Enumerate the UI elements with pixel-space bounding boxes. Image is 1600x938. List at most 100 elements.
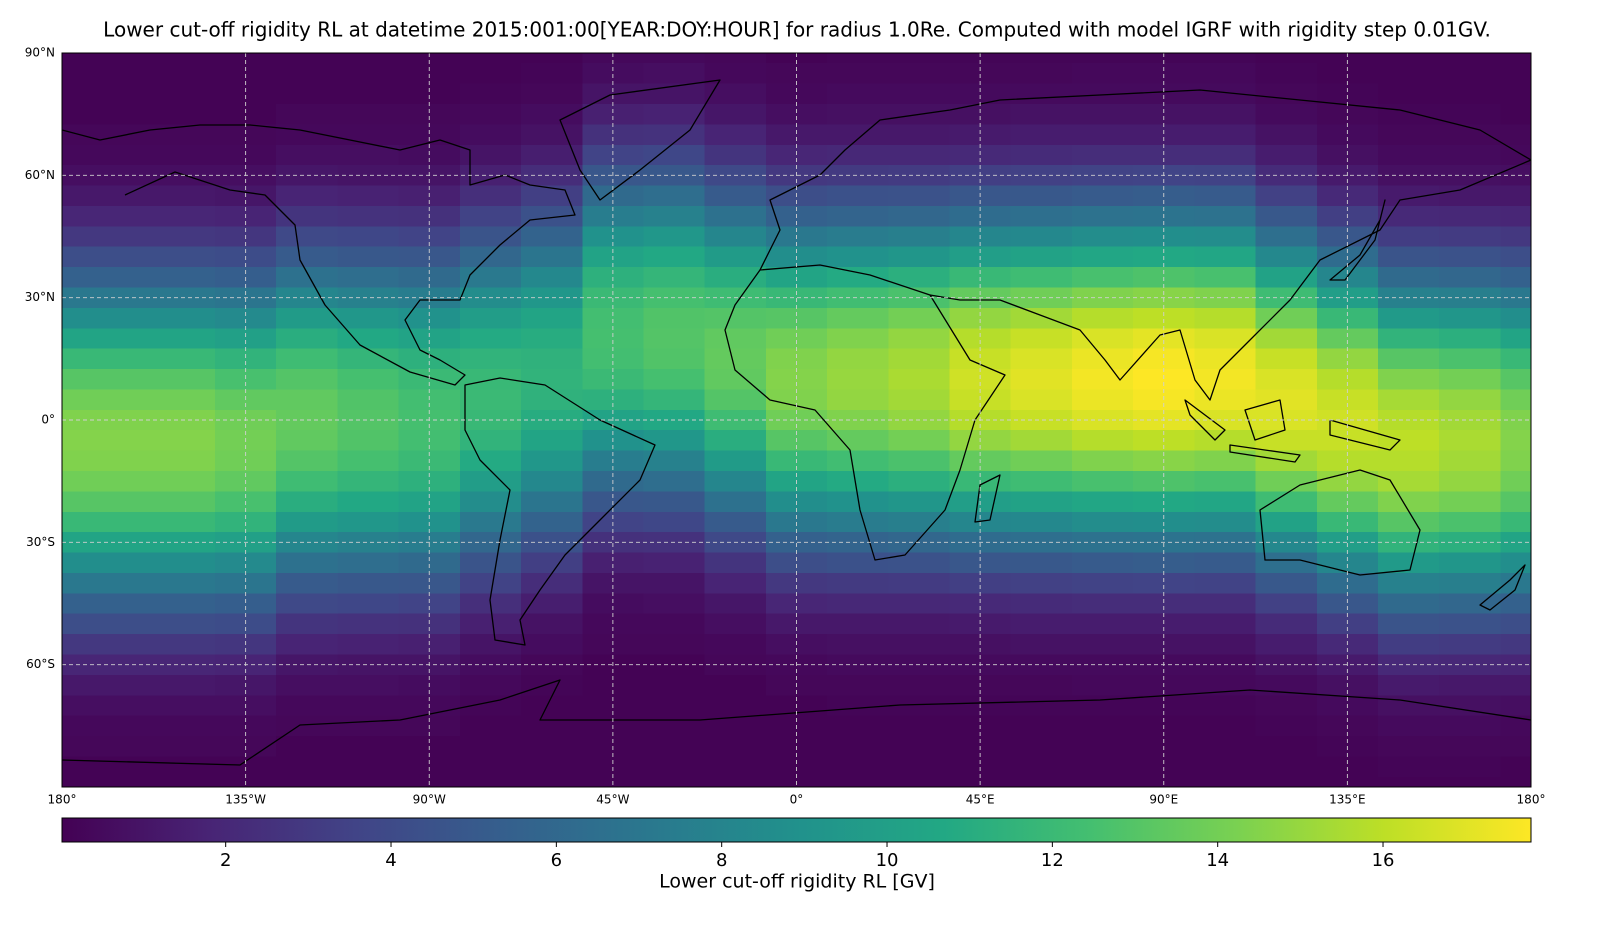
- heat-cell: [459, 756, 522, 778]
- heat-cell: [398, 144, 461, 166]
- heat-cell: [62, 369, 94, 391]
- heat-cell: [62, 144, 94, 166]
- heat-cell: [704, 246, 767, 268]
- heat-cell: [62, 267, 94, 289]
- chart-title: Lower cut-off rigidity RL at datetime 20…: [103, 18, 1491, 42]
- heat-cell: [765, 572, 828, 594]
- heat-cell: [521, 552, 583, 574]
- heat-cell: [1316, 144, 1379, 166]
- heat-cell: [1255, 654, 1318, 676]
- heat-cell: [337, 776, 400, 787]
- heat-cell: [62, 756, 94, 778]
- heat-cell: [582, 369, 645, 391]
- heat-cell: [888, 53, 951, 64]
- heat-cell: [582, 756, 645, 778]
- heat-cell: [153, 756, 216, 778]
- heat-cell: [398, 572, 461, 594]
- heat-cell: [459, 674, 522, 696]
- heat-cell: [704, 348, 767, 370]
- heat-cell: [643, 63, 706, 85]
- heat-cell: [153, 450, 216, 472]
- heat-cell: [276, 53, 339, 64]
- heat-cell: [62, 124, 94, 146]
- heat-cell: [521, 674, 583, 696]
- heat-cell: [827, 205, 889, 227]
- heat-cell: [888, 63, 951, 85]
- heat-cell: [398, 83, 461, 105]
- heat-cell: [1500, 103, 1531, 125]
- heat-cell: [1377, 307, 1440, 329]
- heat-cell: [1194, 450, 1257, 472]
- heat-cell: [704, 53, 767, 64]
- heat-cell: [459, 348, 522, 370]
- heat-cell: [92, 83, 155, 105]
- heat-cell: [459, 205, 522, 227]
- heat-cell: [153, 63, 216, 85]
- heat-cell: [521, 144, 583, 166]
- heat-cell: [643, 205, 706, 227]
- heat-cell: [153, 613, 216, 635]
- heat-cell: [276, 674, 339, 696]
- heat-cell: [888, 491, 951, 513]
- heat-cell: [704, 63, 767, 85]
- heat-cell: [1439, 572, 1501, 594]
- heat-cell: [582, 103, 645, 125]
- heat-cell: [215, 328, 277, 350]
- heat-cell: [153, 267, 216, 289]
- heat-cell: [765, 613, 828, 635]
- heat-cell: [1377, 348, 1440, 370]
- heat-cell: [1133, 53, 1195, 64]
- heat-cell: [827, 267, 889, 289]
- heat-cell: [398, 756, 461, 778]
- heat-cell: [1377, 124, 1440, 146]
- heat-cell: [1316, 124, 1379, 146]
- heat-cell: [1316, 103, 1379, 125]
- y-tick-label: 60°N: [25, 168, 55, 182]
- heat-cell: [1439, 776, 1501, 787]
- heat-cell: [1255, 307, 1318, 329]
- heat-cell: [1071, 267, 1134, 289]
- heat-cell: [1194, 756, 1257, 778]
- heat-cell: [704, 613, 767, 635]
- heat-cell: [153, 552, 216, 574]
- heat-cell: [582, 348, 645, 370]
- heat-cell: [153, 185, 216, 207]
- heat-cell: [643, 634, 706, 656]
- heat-cell: [337, 267, 400, 289]
- heat-cell: [1439, 267, 1501, 289]
- heat-cell: [643, 491, 706, 513]
- heat-cell: [1316, 593, 1379, 615]
- heat-cell: [888, 124, 951, 146]
- heat-cell: [215, 593, 277, 615]
- x-tick-label: 0°: [790, 793, 804, 807]
- heat-cell: [704, 674, 767, 696]
- heat-cell: [153, 389, 216, 411]
- heat-cell: [704, 83, 767, 105]
- heat-cell: [827, 511, 889, 533]
- heat-cell: [827, 634, 889, 656]
- heat-cell: [92, 287, 155, 309]
- heat-cell: [1010, 53, 1073, 64]
- heat-cell: [62, 695, 94, 717]
- heat-cell: [276, 572, 339, 594]
- heat-cell: [92, 63, 155, 85]
- heat-cell: [521, 124, 583, 146]
- heat-cell: [276, 736, 339, 758]
- heat-cell: [92, 491, 155, 513]
- heat-cell: [1255, 348, 1318, 370]
- heat-cell: [1377, 613, 1440, 635]
- heat-cell: [215, 369, 277, 391]
- heat-cell: [92, 369, 155, 391]
- heat-cell: [1194, 226, 1257, 248]
- heat-cell: [1071, 776, 1134, 787]
- heat-cell: [1377, 103, 1440, 125]
- heat-cell: [1377, 144, 1440, 166]
- heat-cell: [1194, 185, 1257, 207]
- heat-cell: [1377, 695, 1440, 717]
- heat-cell: [276, 470, 339, 492]
- heat-cell: [888, 144, 951, 166]
- heat-cell: [459, 307, 522, 329]
- heat-cell: [643, 389, 706, 411]
- heat-cell: [643, 511, 706, 533]
- colorbar-tick-label: 6: [551, 850, 562, 871]
